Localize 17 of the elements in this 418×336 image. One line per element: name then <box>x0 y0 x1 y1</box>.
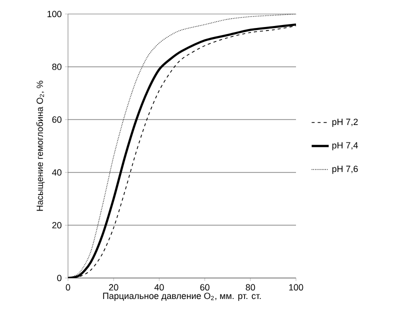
y-tick-label: 60 <box>52 116 62 123</box>
x-axis-title: Парциальное давление O$_{2}$, мм. рт. ст. <box>103 292 261 301</box>
y-axis-title: Насыщение гемоглобина O$_{2}$, % <box>36 80 45 211</box>
y-tick-label: 40 <box>52 169 62 176</box>
y-tick-label: 20 <box>52 222 62 228</box>
x-tick-label: 40 <box>154 284 164 291</box>
legend-label: pH 7,4 <box>332 142 358 150</box>
y-tick-label: 80 <box>52 64 62 70</box>
y-tick-label: 100 <box>48 10 62 18</box>
legend-label: pH 7,6 <box>332 166 358 174</box>
y-tick-label: 0 <box>57 274 62 282</box>
x-tick-label: 60 <box>200 284 210 291</box>
x-tick-label: 100 <box>289 284 304 291</box>
x-tick-label: 80 <box>246 284 256 291</box>
x-tick-label: 20 <box>109 284 118 291</box>
x-tick-label: 0 <box>66 284 70 291</box>
legend-label: pH 7,2 <box>332 118 358 127</box>
